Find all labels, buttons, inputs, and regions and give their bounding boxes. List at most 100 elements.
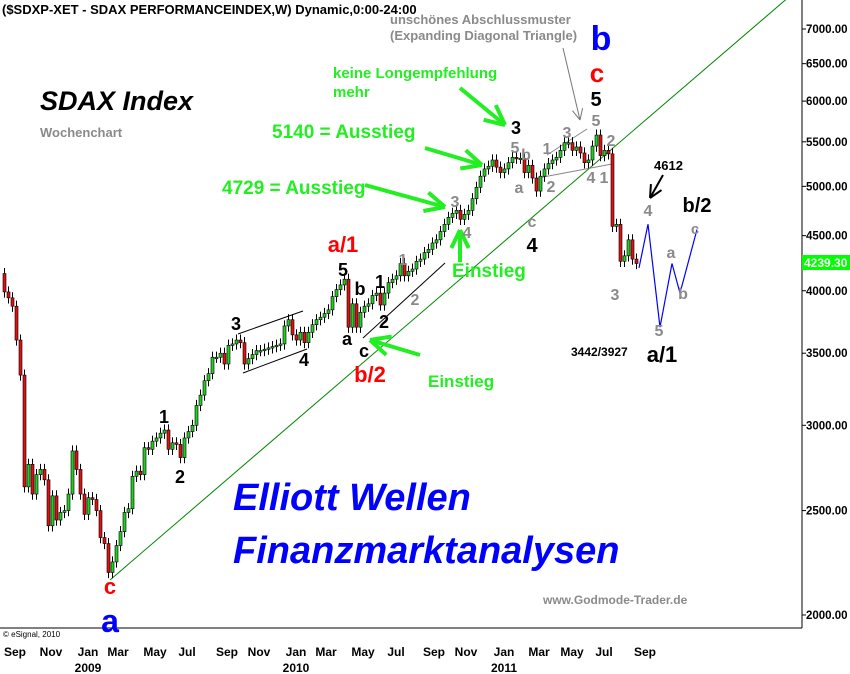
candle-body <box>338 284 343 290</box>
wave-label: 1 <box>375 272 385 292</box>
candle-body <box>46 479 51 527</box>
x-tick-label: Mar <box>315 645 337 659</box>
arrow-head <box>368 338 388 357</box>
y-tick-label: 2500.00 <box>806 506 848 518</box>
candle-body <box>202 380 207 396</box>
x-tick-label: Jan <box>286 645 307 659</box>
y-tick-label: 4500.00 <box>806 231 848 243</box>
candle-body <box>214 356 219 360</box>
candle-body <box>430 242 435 250</box>
candle-body <box>186 431 191 439</box>
wave-label: 1 <box>600 170 609 187</box>
candle-body <box>574 146 579 151</box>
wave-label: a <box>667 245 676 262</box>
arrow-shaft <box>562 47 581 121</box>
x-tick-label: Mar <box>528 645 550 659</box>
y-tick-label: 5500.00 <box>806 137 848 149</box>
candle-body <box>258 350 263 353</box>
candle-body <box>606 150 611 155</box>
candle-body <box>582 152 587 163</box>
candle-body <box>114 545 119 563</box>
candle-body <box>562 142 567 151</box>
arrow-shaft <box>649 174 664 199</box>
wave-label: 2 <box>175 467 185 487</box>
arrow-head <box>579 108 584 121</box>
candle-body <box>78 469 83 495</box>
website: www.Godmode-Trader.de <box>542 593 688 607</box>
candle-body <box>446 217 451 225</box>
candle-body <box>58 512 63 521</box>
wave-label: 1 <box>159 407 169 427</box>
candle-body <box>290 319 295 336</box>
candle-body <box>518 157 523 161</box>
candle-body <box>434 239 439 244</box>
candle-body <box>6 291 11 299</box>
candle-body <box>570 142 575 151</box>
wave-label: a <box>342 329 353 349</box>
wave-label: 4 <box>526 235 538 257</box>
keine-long-line-2: mehr <box>333 84 370 101</box>
channel-lower-line <box>242 348 308 374</box>
wave-label: 5 <box>338 260 348 280</box>
wave-label: 3 <box>511 118 521 138</box>
wave-label: 5 <box>590 89 601 111</box>
candle-body <box>466 210 471 215</box>
wave-label: 1 <box>399 252 408 269</box>
wave-label: c <box>104 574 116 599</box>
x-tick-label: Jan <box>78 645 99 659</box>
candle-body <box>566 142 571 145</box>
candle-body <box>190 425 195 432</box>
candle-body <box>470 198 475 211</box>
candle-body <box>342 278 347 286</box>
candle-body <box>62 510 67 513</box>
candle-body <box>278 343 283 346</box>
wave-label: 2 <box>547 179 556 196</box>
x-tick-label: Nov <box>455 645 478 659</box>
note-line-1: unschönes Abschlussmuster <box>390 12 571 27</box>
candle-body <box>498 166 503 173</box>
arrow-shaft <box>369 338 421 357</box>
candle-body <box>458 210 463 220</box>
candle-body <box>30 464 35 495</box>
target-range: 3442/3927 <box>571 345 628 359</box>
candle-body <box>390 278 395 283</box>
candle-body <box>38 469 43 475</box>
candle-body <box>494 159 499 168</box>
wave-label: 5 <box>655 323 664 340</box>
x-tick-label: May <box>143 645 167 659</box>
candle-body <box>242 342 247 365</box>
candle-body <box>106 543 111 573</box>
candle-body <box>54 495 59 521</box>
wave-label: 3 <box>611 287 620 304</box>
candle-body <box>322 313 327 318</box>
candle-body <box>346 278 351 328</box>
candle-body <box>610 153 615 227</box>
arrow-shaft <box>458 86 507 127</box>
candle-body <box>254 350 259 355</box>
candle-body <box>626 239 631 257</box>
candle-body <box>94 499 99 511</box>
candle-body <box>614 224 619 227</box>
triangle-upper-line <box>546 128 588 156</box>
candle-body <box>50 495 55 527</box>
wave-label: b/2 <box>683 195 712 217</box>
candle-body <box>166 429 171 450</box>
candle-body <box>274 344 279 348</box>
candle-body <box>42 469 47 481</box>
candle-body <box>482 168 487 177</box>
candle-body <box>438 231 443 241</box>
candle-body <box>558 150 563 158</box>
chart-title: SDAX Index <box>40 86 194 116</box>
wave-label: 2 <box>411 292 420 309</box>
candle-body <box>314 319 319 325</box>
candle-body <box>366 303 371 307</box>
candle-body <box>238 339 243 343</box>
y-tick-label: 3500.00 <box>806 348 848 360</box>
wave-label: a <box>101 603 119 639</box>
wave-label: a <box>515 180 524 197</box>
wave-label: c <box>528 214 537 231</box>
x-tick-label: Jul <box>387 645 404 659</box>
candle-body <box>490 159 495 167</box>
candle-body <box>330 296 335 311</box>
candle-body <box>410 268 415 272</box>
